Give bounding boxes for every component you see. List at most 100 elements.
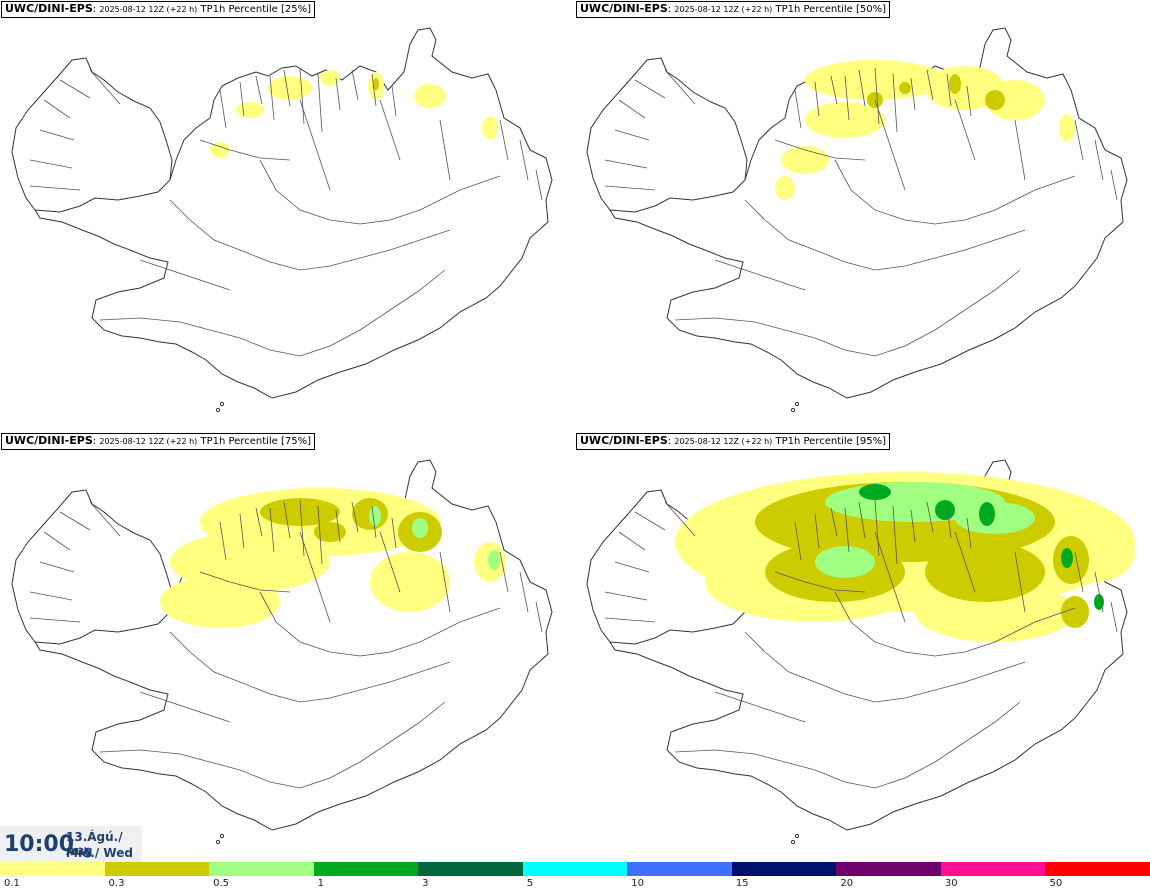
coastline (34, 27, 553, 399)
road-or-fjord (499, 551, 509, 593)
road-or-fjord (774, 571, 866, 593)
road-or-fjord (714, 259, 806, 291)
road-or-fjord (199, 571, 291, 593)
legend-swatch (522, 862, 628, 876)
road-or-fjord (1074, 551, 1084, 593)
legend-tick: 10 (631, 878, 644, 889)
road-or-fjord (99, 701, 446, 789)
precip-area (859, 484, 891, 500)
road-or-fjord (59, 79, 91, 99)
panel-label: UWC/DINI-EPS: 2025-08-12 12Z (+22 h) TP1… (1, 433, 316, 450)
legend-swatch (104, 862, 210, 876)
road-or-fjord (946, 73, 952, 107)
road-or-fjord (892, 505, 898, 565)
road-or-fjord (535, 601, 543, 633)
road-or-fjord (926, 69, 934, 101)
road-or-fjord (379, 531, 401, 593)
legend-swatch (209, 862, 314, 876)
legend-swatch (940, 862, 1046, 876)
road-or-fjord (1014, 119, 1026, 181)
road-or-fjord (858, 501, 866, 539)
field-name: TP1h Percentile [95%] (775, 436, 887, 447)
legend-tick: 30 (944, 878, 958, 889)
run-time: 2025-08-12 12Z (+22 h) (99, 437, 198, 446)
valid-date: 13.Ágú./ Aug (66, 830, 123, 858)
run-time: 2025-08-12 12Z (+22 h) (674, 5, 773, 14)
road-or-fjord (604, 617, 656, 623)
iceland-map (586, 459, 1135, 845)
precip-area (1059, 114, 1075, 142)
road-or-fjord (29, 617, 81, 623)
road-or-fjord (1094, 571, 1104, 613)
road-or-fjord (830, 507, 838, 537)
road-or-fjord (259, 591, 501, 657)
precip-area (899, 82, 911, 94)
road-or-fjord (371, 73, 377, 107)
road-or-fjord (874, 499, 880, 557)
map-panel-p25: UWC/DINI-EPS: 2025-08-12 12Z (+22 h) TP1… (0, 0, 575, 432)
road-or-fjord (946, 505, 952, 539)
precip-area (805, 102, 885, 138)
precip-area (815, 546, 875, 578)
road-or-fjord (535, 169, 543, 201)
legend-swatch (0, 862, 105, 876)
westfjords-coast (11, 489, 173, 643)
island (790, 407, 796, 413)
road-or-fjord (269, 75, 275, 121)
road-or-fjord (834, 591, 1076, 657)
road-or-fjord (714, 691, 806, 723)
legend-swatch (731, 862, 837, 876)
road-or-fjord (814, 513, 820, 549)
run-time: 2025-08-12 12Z (+22 h) (99, 5, 198, 14)
legend-ticks: 0.1 0.3 0.5 1 3 5 10 15 20 30 50 (0, 878, 1150, 890)
road-or-fjord (794, 521, 802, 561)
road-or-fjord (834, 159, 1076, 225)
legend-swatch (836, 862, 941, 876)
road-or-fjord (604, 591, 648, 601)
road-or-fjord (1074, 119, 1084, 161)
road-or-fjord (634, 511, 666, 531)
island (219, 401, 225, 407)
road-or-fjord (966, 85, 972, 117)
precip-area (210, 142, 230, 158)
road-or-fjord (59, 511, 91, 531)
road-or-fjord (874, 531, 906, 623)
iceland-map (11, 459, 553, 845)
road-or-fjord (954, 99, 976, 161)
road-or-fjord (439, 551, 451, 613)
run-time: 2025-08-12 12Z (+22 h) (674, 437, 773, 446)
legend-swatch (1045, 862, 1150, 876)
field-name: TP1h Percentile [50%] (775, 4, 887, 15)
road-or-fjord (239, 81, 245, 117)
island (790, 839, 796, 845)
road-or-fjord (519, 571, 529, 613)
road-or-fjord (299, 67, 305, 125)
precip-area (412, 518, 428, 538)
road-or-fjord (874, 67, 880, 125)
road-or-fjord (618, 531, 646, 551)
legend-tick: 5 (526, 878, 534, 889)
road-or-fjord (910, 77, 916, 111)
road-or-fjord (954, 531, 976, 593)
road-or-fjord (239, 513, 245, 549)
road-or-fjord (283, 501, 291, 539)
panel-label: UWC/DINI-EPS: 2025-08-12 12Z (+22 h) TP1… (1, 1, 316, 18)
precip-area (925, 542, 1045, 602)
precip-area (949, 74, 961, 94)
road-or-fjord (618, 99, 646, 119)
road-or-fjord (335, 509, 341, 543)
road-or-fjord (844, 75, 850, 121)
legend-tick: 15 (735, 878, 749, 889)
island (794, 833, 800, 839)
road-or-fjord (255, 75, 263, 105)
road-or-fjord (29, 159, 73, 169)
road-or-fjord (169, 631, 451, 703)
iceland-map (586, 27, 1128, 413)
model-name: UWC/DINI-EPS (5, 434, 93, 447)
road-or-fjord (391, 517, 397, 549)
westfjords-coast (11, 57, 173, 211)
road-or-fjord (794, 89, 802, 129)
road-or-fjord (744, 199, 1026, 271)
road-or-fjord (874, 99, 906, 191)
road-or-fjord (830, 75, 838, 105)
